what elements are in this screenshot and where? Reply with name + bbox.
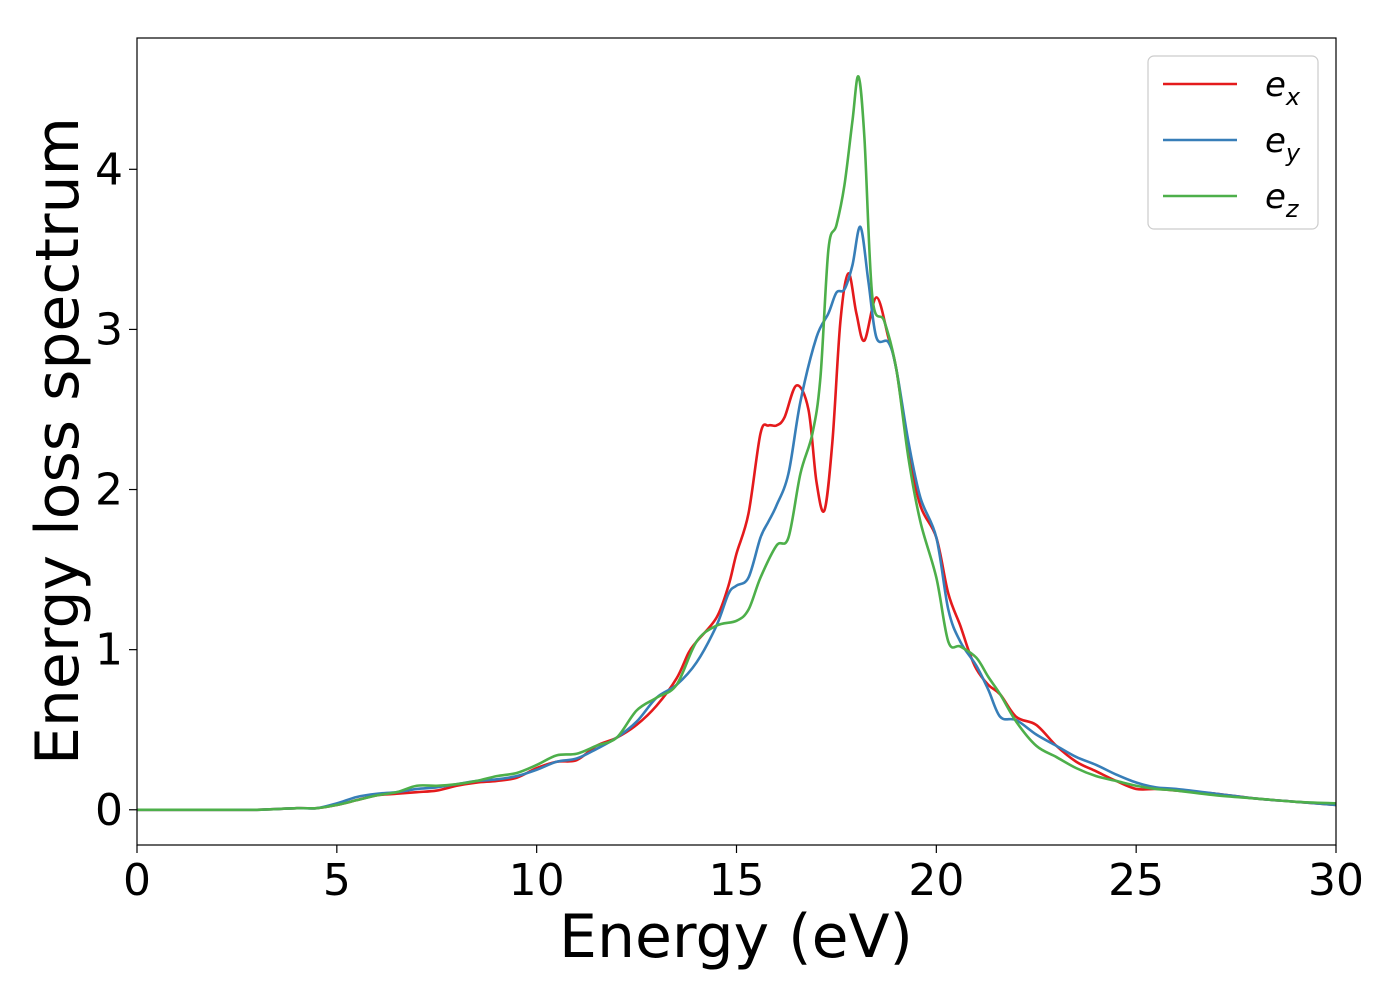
y-axis-title: Energy loss spectrum — [23, 117, 93, 765]
x-tick-label: 20 — [908, 855, 964, 906]
legend-label-y: ey — [1265, 121, 1301, 167]
y-tick-label: 3 — [95, 304, 123, 355]
series-line-x — [137, 272, 1336, 812]
y-tick-label: 0 — [95, 785, 123, 836]
x-tick-label: 30 — [1308, 855, 1364, 906]
x-tick-label: 15 — [709, 855, 765, 906]
x-axis-title: Energy (eV) — [559, 902, 913, 972]
y-tick-label: 2 — [95, 465, 123, 516]
plot-area — [137, 75, 1336, 812]
series-layer — [137, 75, 1336, 812]
y-axis-ticks: 0 1 2 3 4 — [95, 144, 137, 836]
x-tick-label: 25 — [1108, 855, 1164, 906]
x-tick-label: 0 — [123, 855, 151, 906]
legend-label-x: ex — [1265, 65, 1301, 111]
series-line-y — [137, 225, 1336, 812]
legend-box — [1147, 55, 1319, 230]
y-tick-label: 1 — [95, 625, 123, 676]
x-tick-label: 5 — [323, 855, 351, 906]
y-tick-label: 4 — [95, 144, 123, 195]
x-tick-label: 10 — [509, 855, 565, 906]
series-line-z — [137, 75, 1336, 812]
x-axis-ticks: 0 5 10 15 20 25 30 — [123, 845, 1364, 906]
